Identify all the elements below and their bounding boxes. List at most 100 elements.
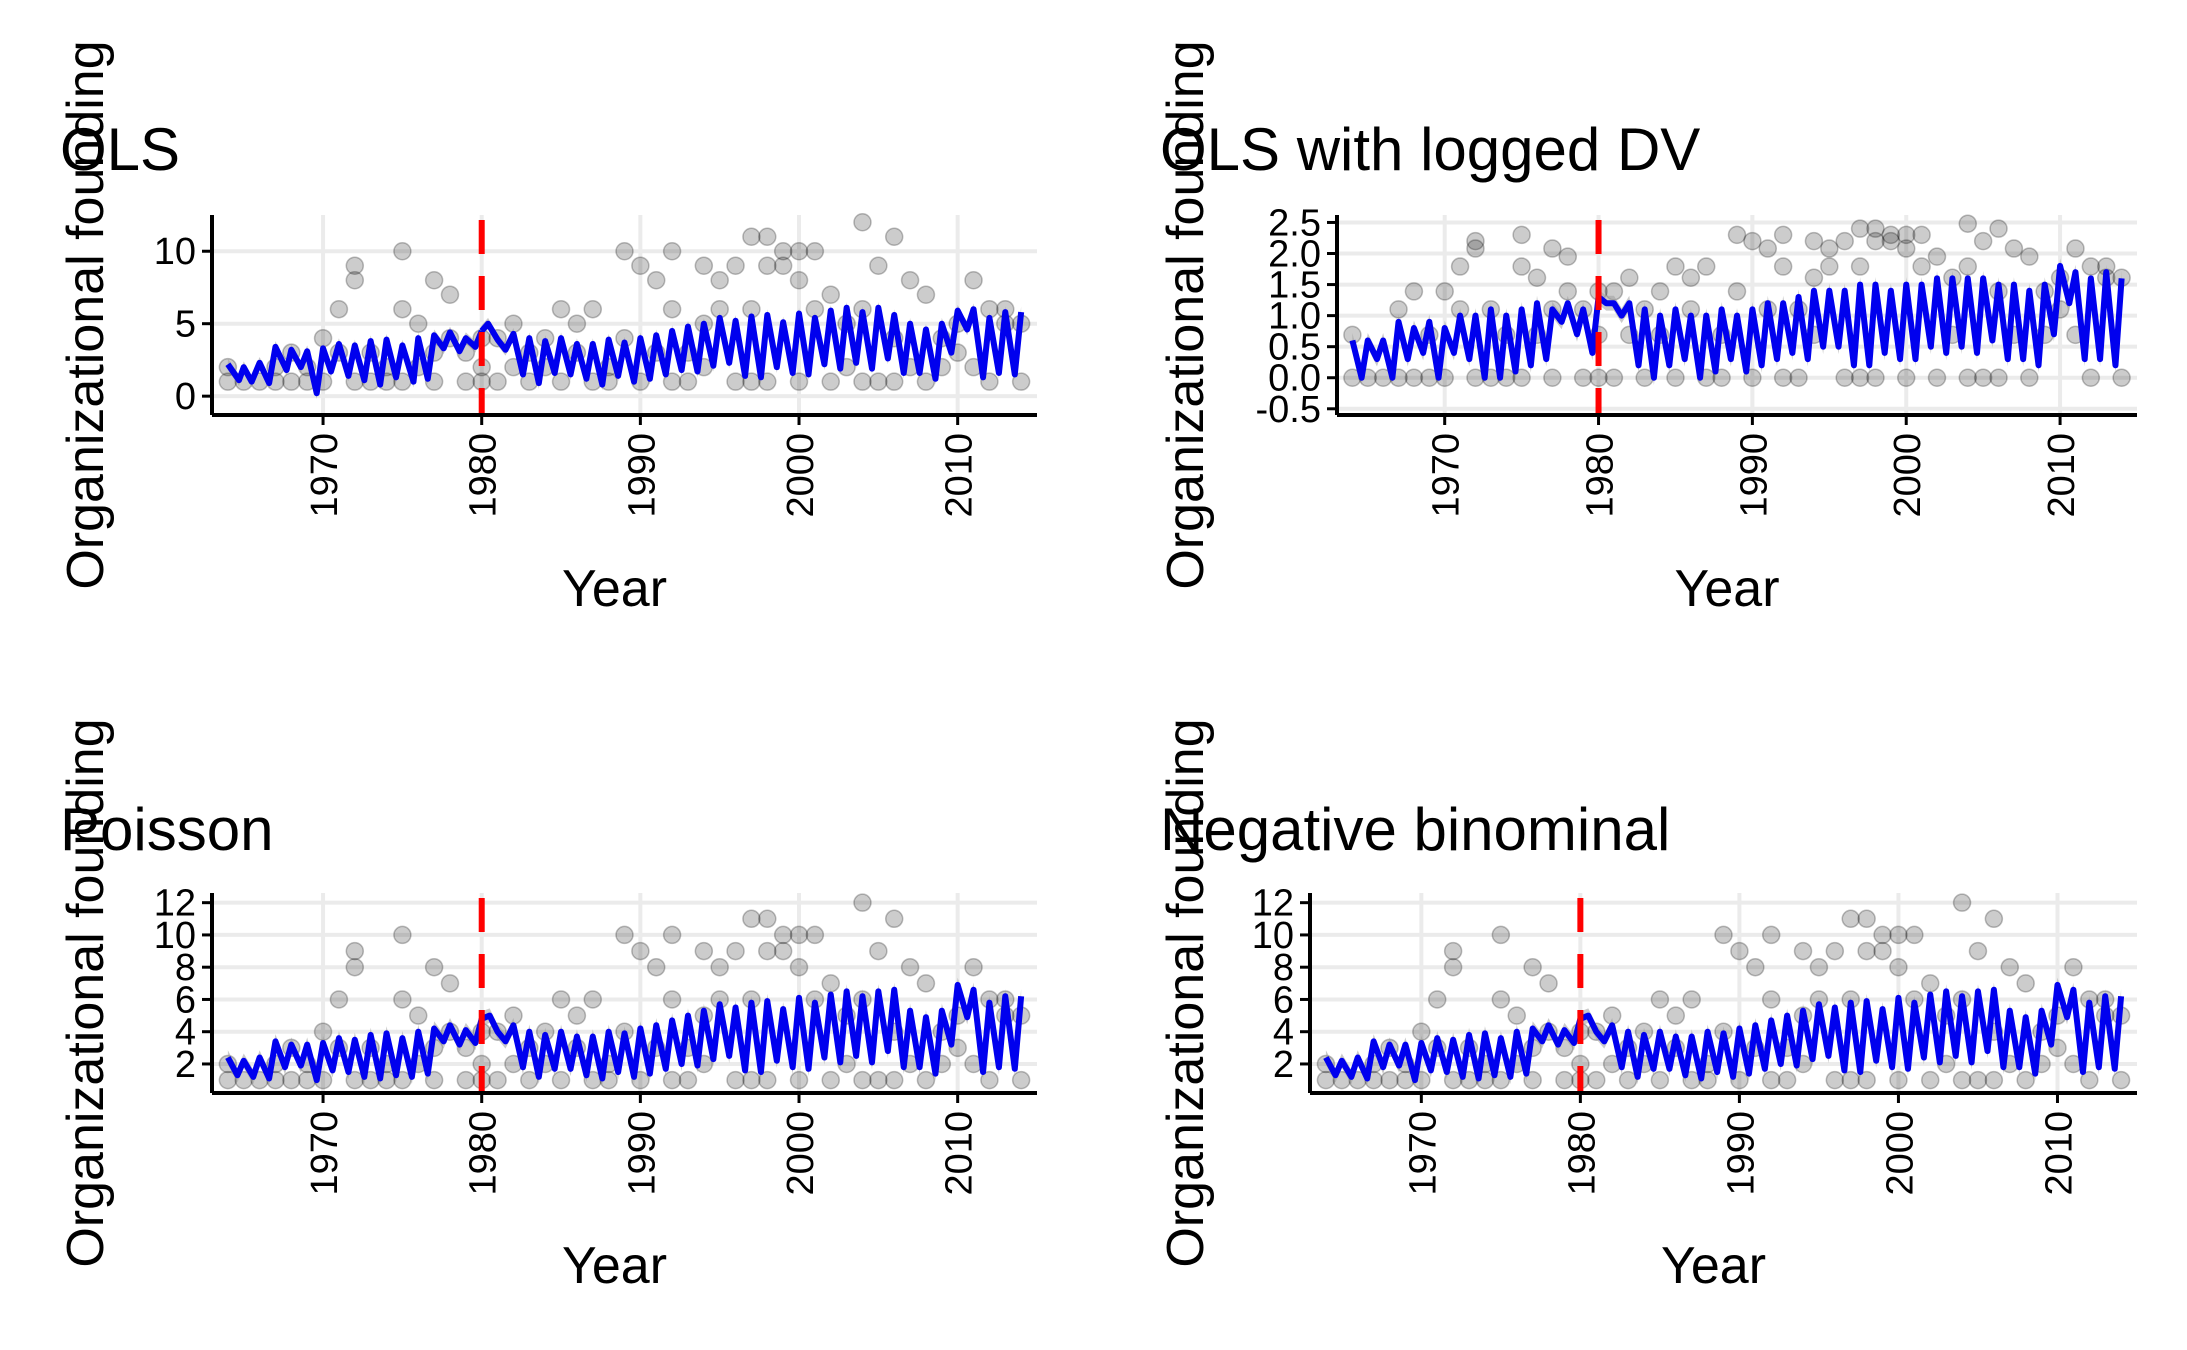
data-point <box>1912 257 1931 276</box>
data-point <box>869 256 888 275</box>
data-point <box>1555 1070 1574 1090</box>
data-point <box>916 974 936 993</box>
data-point <box>1973 231 1993 251</box>
x-tick-label: 1970 <box>1402 1111 1444 1196</box>
data-point <box>916 1070 936 1090</box>
data-point <box>631 256 650 275</box>
data-point <box>1927 368 1947 387</box>
panel-title: OLS with logged DV <box>1160 116 1700 183</box>
data-point <box>758 941 777 961</box>
data-point <box>1889 1070 1908 1090</box>
data-point <box>2016 974 2035 993</box>
data-point <box>1820 257 1839 276</box>
data-point <box>1404 368 1424 387</box>
data-point <box>1466 239 1485 258</box>
data-point <box>1927 247 1947 266</box>
data-point <box>1758 239 1778 258</box>
data-point <box>1984 909 2004 929</box>
data-point <box>1989 368 2008 387</box>
data-point <box>916 285 936 304</box>
data-point <box>1543 239 1562 258</box>
data-point <box>694 256 714 275</box>
data-point <box>1841 1070 1860 1090</box>
data-point <box>1682 990 1701 1009</box>
data-point <box>678 372 698 391</box>
x-tick-label: 2000 <box>780 433 822 518</box>
data-point <box>456 372 476 391</box>
data-point <box>1873 925 1892 945</box>
data-point <box>758 256 777 275</box>
data-point <box>456 1070 476 1090</box>
data-point <box>1973 368 1993 387</box>
data-point <box>1820 239 1839 258</box>
x-axis-title: Year <box>562 1237 667 1295</box>
data-point <box>726 372 745 391</box>
x-tick-label: 1990 <box>1720 1111 1762 1196</box>
x-tick-label: 1980 <box>463 1111 505 1196</box>
data-point <box>662 299 682 319</box>
y-tick-label: 2.5 <box>1268 202 1321 244</box>
fit-line <box>1349 296 1602 381</box>
fit-line <box>225 1018 485 1084</box>
data-point <box>551 372 571 391</box>
data-point <box>1466 231 1485 251</box>
data-point <box>773 256 793 275</box>
data-point <box>1761 925 1781 945</box>
data-point <box>282 372 301 391</box>
data-point <box>662 1070 682 1090</box>
y-tick-label: -0.5 <box>1256 389 1321 431</box>
data-point <box>440 974 460 993</box>
data-point <box>1873 941 1892 961</box>
x-tick-label: 2000 <box>1887 433 1929 518</box>
data-point <box>1850 368 1870 387</box>
data-point <box>1491 990 1511 1009</box>
data-point <box>583 990 603 1009</box>
data-point <box>615 241 634 261</box>
data-point <box>662 372 682 391</box>
data-point <box>900 270 920 290</box>
y-tick-label: 8 <box>1273 947 1294 989</box>
data-point <box>758 1070 777 1090</box>
data-point <box>742 227 761 246</box>
data-point <box>1989 219 2008 238</box>
y-tick-label: 4 <box>175 1012 196 1054</box>
y-tick-label: 2 <box>175 1044 196 1086</box>
data-point <box>1573 368 1593 387</box>
data-point <box>1727 225 1747 245</box>
data-point <box>742 909 761 929</box>
data-point <box>409 314 428 333</box>
y-tick-label: 2.0 <box>1268 234 1321 276</box>
data-point <box>1604 368 1624 387</box>
data-point <box>853 372 872 391</box>
data-point <box>1443 1070 1463 1090</box>
y-tick-label: 12 <box>154 883 196 925</box>
fit-line <box>1579 981 2125 1082</box>
y-tick-label: 8 <box>175 947 196 989</box>
data-point <box>964 270 983 290</box>
data-point <box>2112 368 2131 387</box>
data-point <box>1841 909 1860 929</box>
data-point <box>1435 282 1454 301</box>
data-point <box>345 256 365 275</box>
data-point <box>1696 257 1716 276</box>
y-tick-label: 0.5 <box>1268 327 1321 369</box>
data-point <box>1730 941 1749 961</box>
data-point <box>662 925 682 945</box>
data-point <box>1380 1070 1399 1090</box>
data-point <box>1773 257 1793 276</box>
data-point <box>678 1070 698 1090</box>
data-point <box>1889 925 1908 945</box>
data-point <box>1952 893 1972 912</box>
data-point <box>345 957 365 977</box>
data-point <box>1773 368 1793 387</box>
data-point <box>1857 909 1876 929</box>
data-point <box>2004 239 2024 258</box>
data-point <box>631 941 650 961</box>
data-point <box>440 285 460 304</box>
data-point <box>1921 1070 1940 1090</box>
y-tick-label: 4 <box>1273 1012 1294 1054</box>
data-point <box>773 925 793 945</box>
data-point <box>884 372 904 391</box>
y-tick-label: 0 <box>175 376 196 418</box>
data-point <box>1650 282 1670 301</box>
